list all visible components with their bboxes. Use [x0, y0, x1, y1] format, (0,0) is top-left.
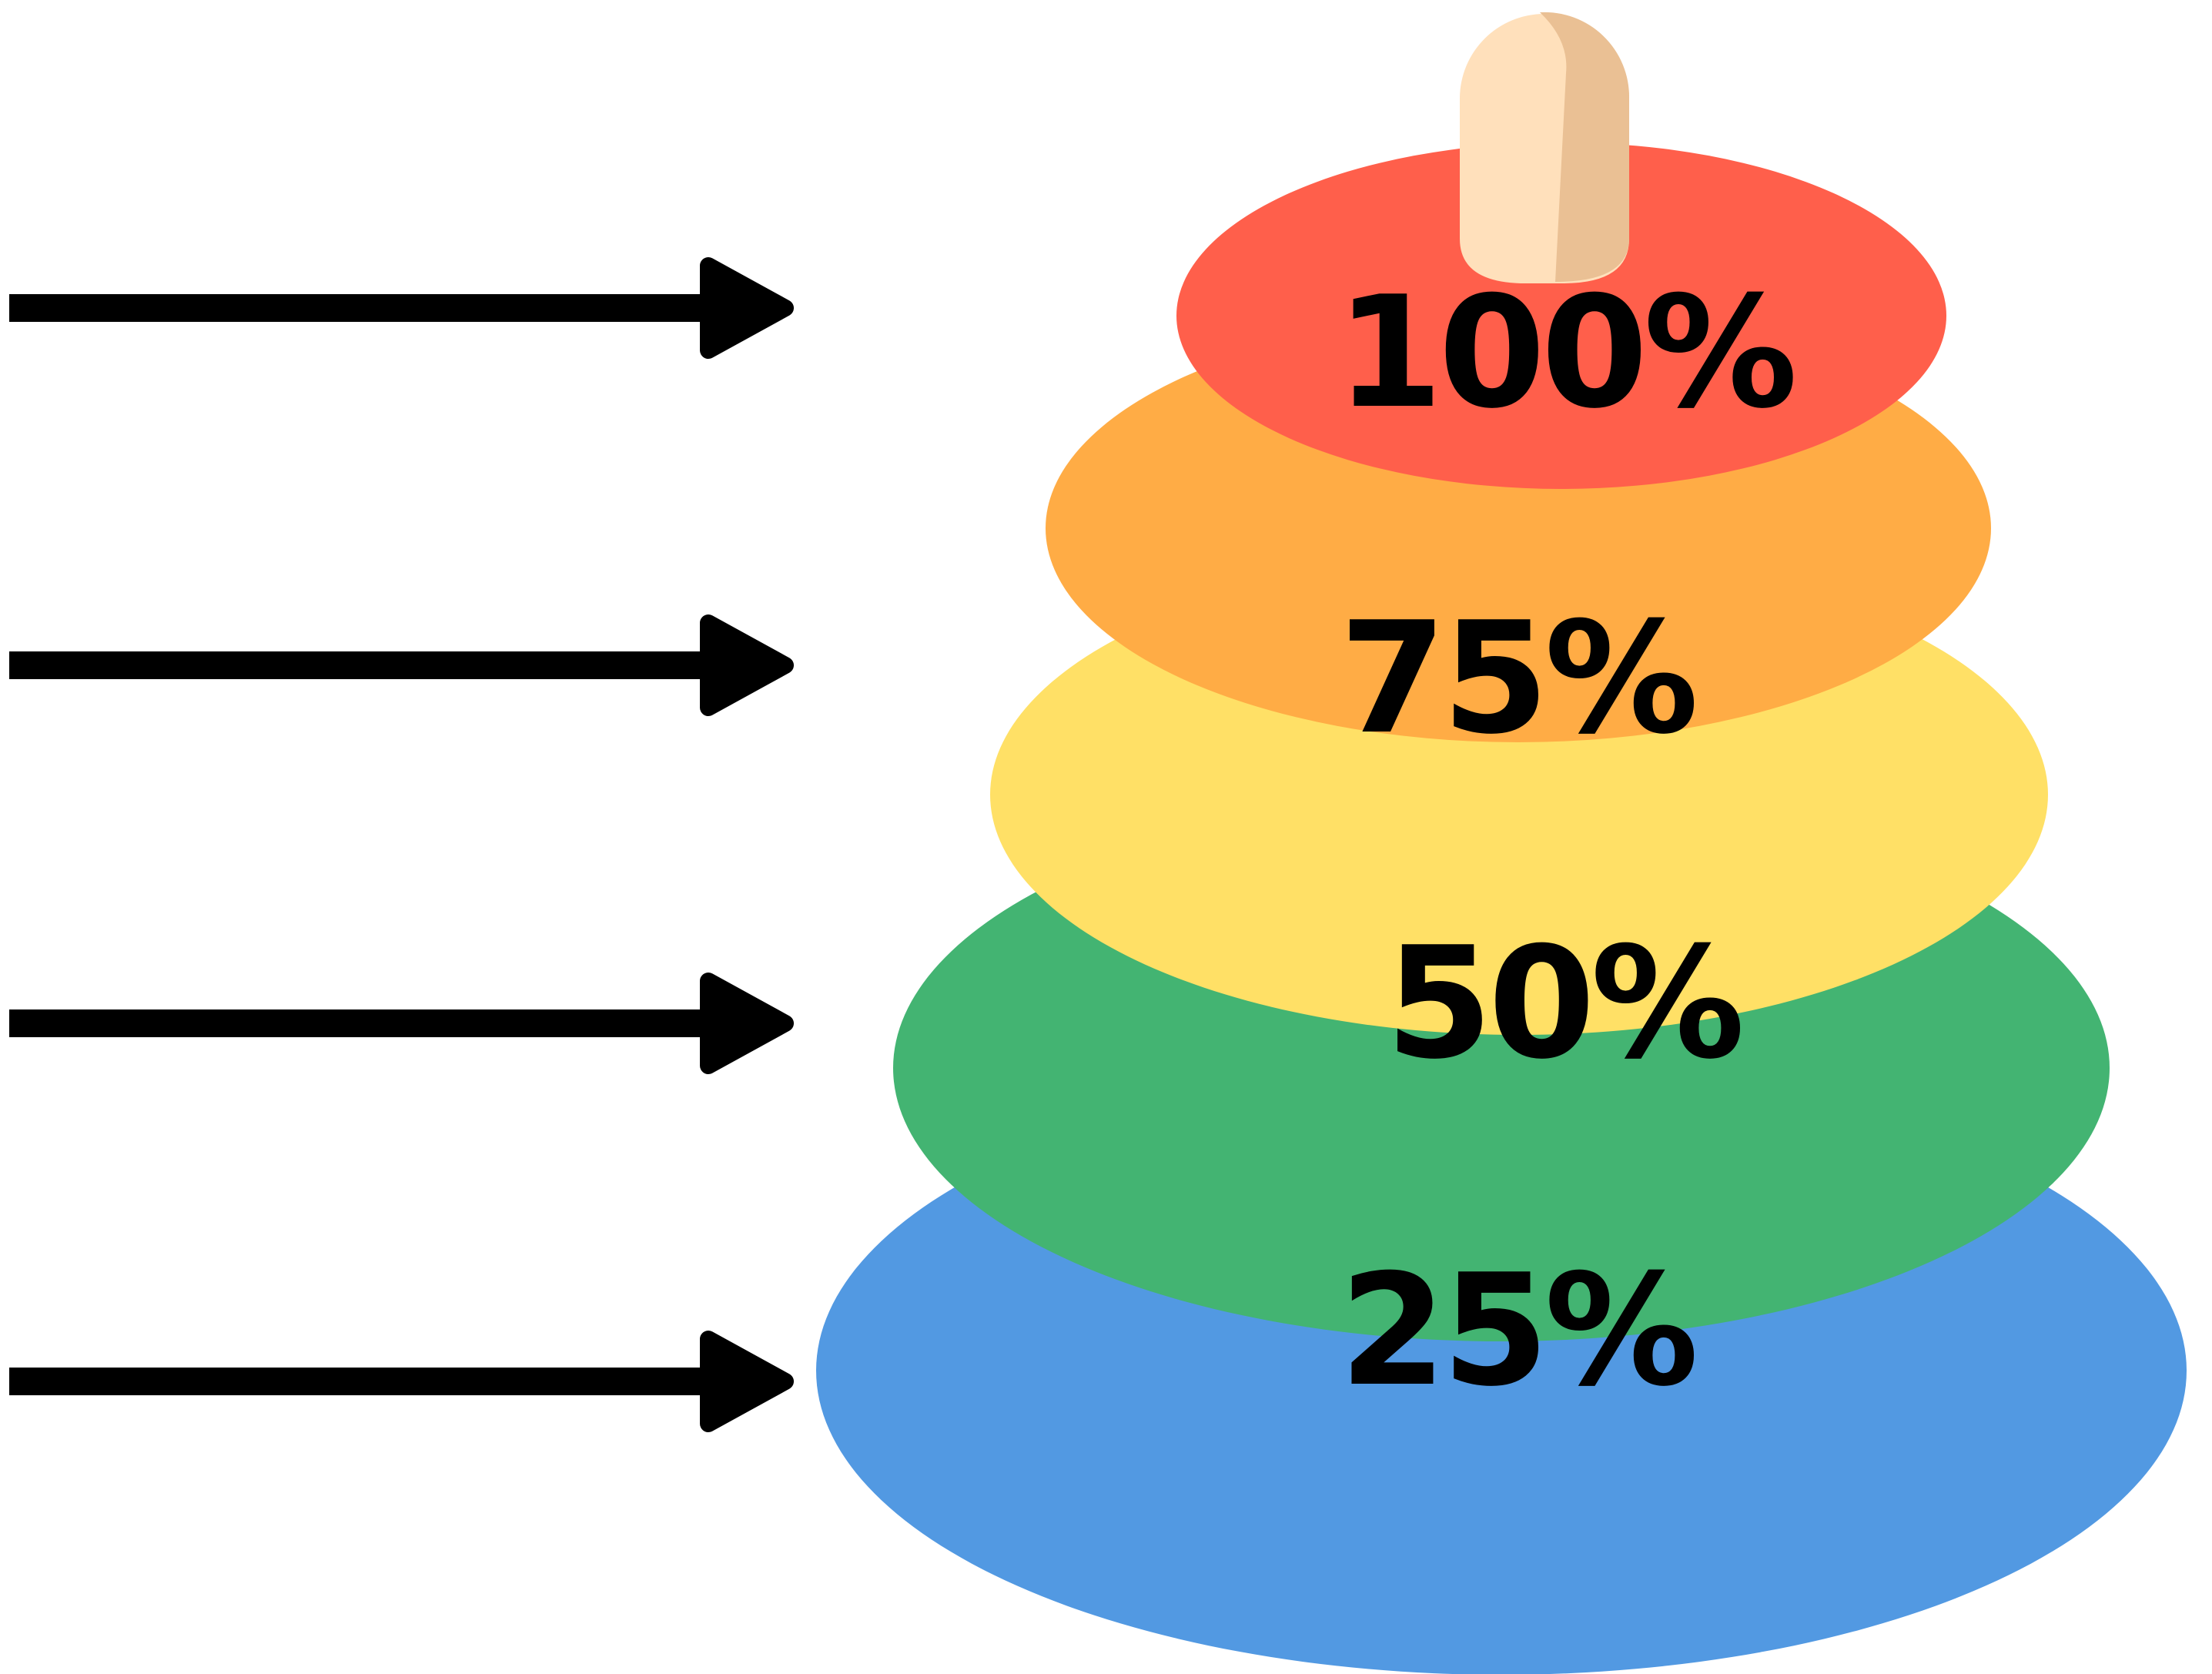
- arrow-icon-100: [9, 257, 794, 359]
- ring-label-25: 25%: [1340, 1241, 1695, 1421]
- arrow-icon-25: [9, 1331, 794, 1432]
- peg-icon: [1460, 12, 1630, 283]
- ring-label-100: 100%: [1336, 263, 1793, 443]
- ring-label-75: 75%: [1340, 589, 1695, 768]
- arrow-icon-50: [9, 973, 794, 1074]
- ring-label-50: 50%: [1386, 914, 1741, 1093]
- arrow-icon-75: [9, 614, 794, 716]
- ring-100: [1176, 142, 1946, 489]
